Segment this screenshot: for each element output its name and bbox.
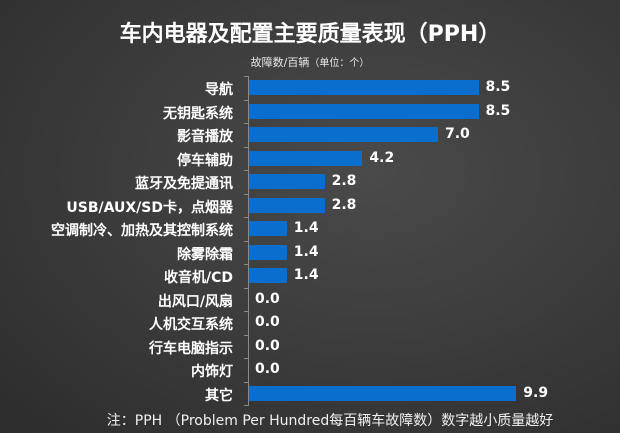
- axis-tick: [244, 381, 249, 383]
- category-label: 行车电脑指示: [149, 340, 233, 357]
- bar-row: 行车电脑指示 0.0: [0, 334, 620, 359]
- category-label: 停车辅助: [177, 152, 233, 169]
- axis-tick: [244, 287, 249, 289]
- category-label: 人机交互系统: [149, 317, 233, 333]
- axis-tick: [244, 311, 249, 312]
- bar-row: 出风口/风扇 0.0: [0, 287, 620, 312]
- value-label: 4.2: [369, 149, 395, 166]
- bar: [249, 80, 479, 95]
- bar-row: 蓝牙及免提通讯 2.8: [0, 170, 620, 194]
- category-label: 空调制冷、加热及其控制系统: [51, 223, 233, 239]
- bar-row: 内饰灯 0.0: [0, 358, 620, 382]
- category-label: 内饰灯: [191, 364, 233, 380]
- value-label: 0.0: [255, 314, 280, 330]
- bar: [249, 244, 287, 260]
- axis-tick: [244, 193, 249, 195]
- bar-row: USB/AUX/SD卡，点烟器 2.8: [0, 193, 620, 218]
- value-label: 1.4: [293, 267, 319, 283]
- value-label: 0.0: [255, 361, 280, 377]
- axis-tick: [244, 240, 249, 242]
- category-label: 蓝牙及免提通讯: [135, 176, 233, 192]
- category-label: 除雾除霜: [177, 246, 233, 263]
- footnote: 注：PPH （Problem Per Hundred每百辆车故障数）数字越小质量…: [106, 413, 554, 429]
- subtitle-main: 故障数/百辆: [250, 56, 310, 69]
- bar: [249, 197, 325, 213]
- axis-tick: [244, 334, 249, 336]
- value-label: 1.4: [293, 220, 319, 236]
- value-label: 8.5: [485, 79, 511, 95]
- bar-row: 无钥匙系统 8.5: [0, 99, 620, 124]
- value-label: 0.0: [255, 290, 280, 307]
- category-label: 影音播放: [177, 129, 233, 145]
- value-label: 8.5: [485, 102, 511, 119]
- category-label: USB/AUX/SD卡，点烟器: [66, 199, 233, 216]
- value-label: 9.9: [523, 384, 549, 401]
- category-label: 无钥匙系统: [163, 105, 233, 122]
- axis-tick: [244, 405, 249, 406]
- subtitle-unit: （单位：个）: [309, 58, 370, 69]
- bar-row: 空调制冷、加热及其控制系统 1.4: [0, 217, 620, 241]
- value-label: 1.4: [293, 243, 319, 260]
- bar-row: 导航 8.5: [0, 76, 620, 100]
- bar: [249, 268, 287, 283]
- bar: [249, 221, 287, 236]
- bar: [249, 150, 363, 166]
- chart-title: 车内电器及配置主要质量表现（PPH）: [119, 22, 501, 47]
- bar: [249, 385, 517, 401]
- bar: [249, 174, 325, 189]
- axis-tick: [244, 123, 249, 124]
- category-label: 其它: [205, 387, 233, 404]
- category-label: 出风口/风扇: [157, 293, 233, 310]
- bar-row: 停车辅助 4.2: [0, 146, 620, 171]
- bar: [249, 127, 438, 142]
- value-label: 7.0: [445, 126, 470, 142]
- value-label: 0.0: [255, 337, 280, 354]
- value-label: 2.8: [331, 196, 357, 213]
- bar-row: 除雾除霜 1.4: [0, 240, 620, 265]
- category-label: 导航: [205, 82, 233, 98]
- axis-tick: [244, 99, 249, 101]
- bar-row: 影音播放 7.0: [0, 123, 620, 147]
- axis-tick: [244, 76, 249, 77]
- axis-tick: [244, 170, 249, 171]
- axis-tick: [244, 264, 249, 265]
- chart-subtitle: 故障数/百辆（单位：个）: [0, 54, 620, 70]
- axis-tick: [244, 358, 249, 359]
- category-label: 收音机/CD: [163, 270, 233, 286]
- axis-tick: [244, 217, 249, 218]
- bar-chart: 导航 8.5 无钥匙系统 8.5 影音播放 7.0 停车辅助 4.2 蓝牙及免提通讯 2.8 USB…: [0, 76, 620, 406]
- bar: [249, 103, 479, 119]
- bar-row: 收音机/CD 1.4: [0, 264, 620, 288]
- bar-row: 人机交互系统 0.0: [0, 311, 620, 335]
- bar-row: 其它 9.9: [0, 381, 620, 406]
- axis-tick: [244, 146, 249, 148]
- value-label: 2.8: [331, 173, 357, 189]
